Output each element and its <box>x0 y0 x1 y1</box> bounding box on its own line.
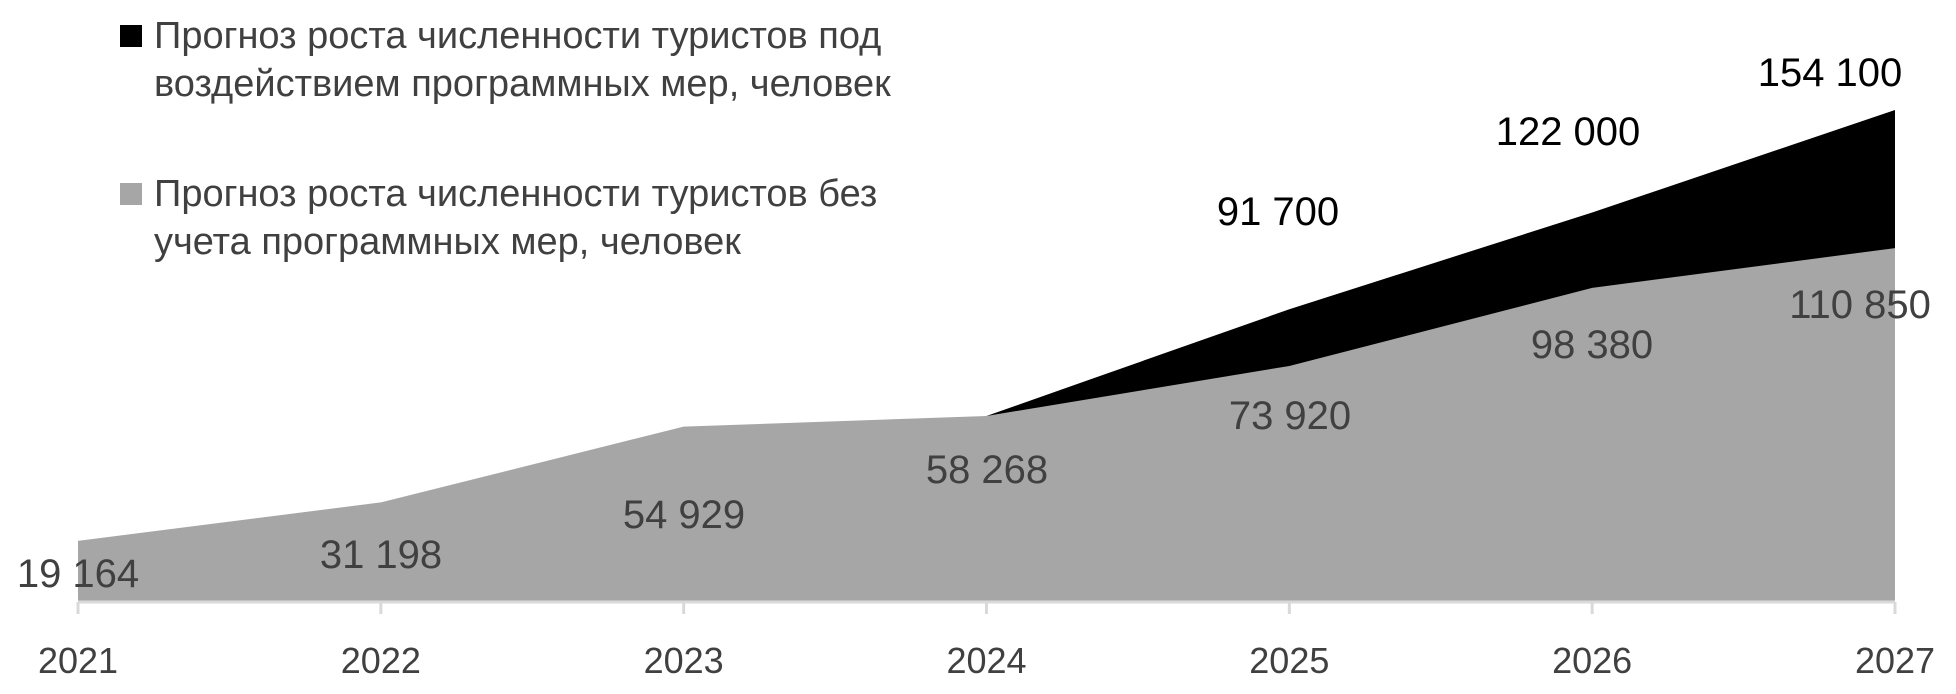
data-labels: 19 164 31 198 54 929 58 268 73 920 98 380 110 … <box>17 51 1931 596</box>
plot-areas <box>78 110 1895 602</box>
data-label-without-measures: 31 198 <box>320 533 442 577</box>
data-label-without-measures: 58 268 <box>926 448 1048 492</box>
data-label-without-measures: 19 164 <box>17 552 139 596</box>
x-axis: 2021 2022 2023 2024 2025 2026 2027 <box>38 600 1935 681</box>
x-tick-label: 2023 <box>644 640 724 681</box>
x-tick-label: 2024 <box>946 640 1026 681</box>
data-label-with-measures: 122 000 <box>1496 110 1641 154</box>
data-label-without-measures: 54 929 <box>623 493 745 537</box>
x-tick-label: 2026 <box>1552 640 1632 681</box>
data-label-without-measures: 98 380 <box>1531 323 1653 367</box>
legend: Прогноз роста численности туристов под в… <box>120 12 1020 266</box>
data-label-with-measures: 91 700 <box>1217 190 1339 234</box>
legend-swatch-gray <box>120 183 142 205</box>
x-tick-label: 2027 <box>1855 640 1935 681</box>
data-label-without-measures: 110 850 <box>1789 283 1931 327</box>
legend-item-with-measures: Прогноз роста численности туристов под в… <box>120 12 1020 108</box>
data-label-without-measures: 73 920 <box>1229 394 1351 438</box>
x-tick-label: 2021 <box>38 640 118 681</box>
x-tick-label: 2025 <box>1249 640 1329 681</box>
legend-label: Прогноз роста численности туристов под в… <box>154 15 891 105</box>
x-tick-label: 2022 <box>341 640 421 681</box>
legend-swatch-black <box>120 25 142 47</box>
area-series-without-measures <box>78 248 1895 602</box>
data-label-with-measures: 154 100 <box>1758 51 1903 95</box>
legend-label: Прогноз роста численности туристов без у… <box>154 173 878 263</box>
legend-item-without-measures: Прогноз роста численности туристов без у… <box>120 170 1020 266</box>
